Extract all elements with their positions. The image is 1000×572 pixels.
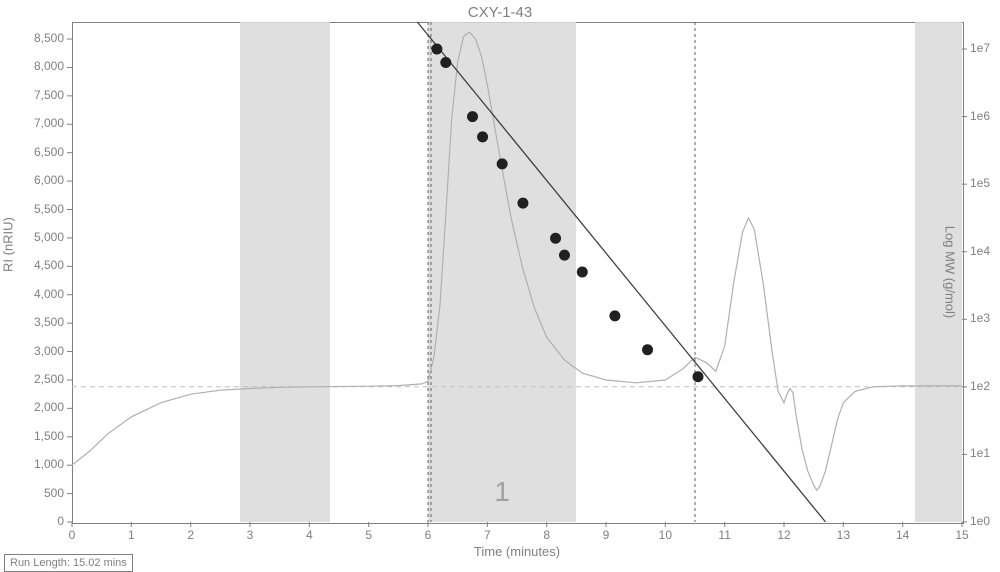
x-tick-label: 2 <box>171 528 211 542</box>
x-tick-label: 4 <box>289 528 329 542</box>
shaded-region-1 <box>428 22 576 522</box>
y-right-tick-label: 1e7 <box>970 41 990 55</box>
y-left-tick-label: 4,000 <box>0 287 64 301</box>
y-left-tick-label: 8,500 <box>0 31 64 45</box>
y-axis-left-label: RI (nRIU) <box>1 217 16 272</box>
y-left-tick-label: 3,500 <box>0 315 64 329</box>
y-left-tick-label: 7,500 <box>0 88 64 102</box>
y-right-tick-label: 1e1 <box>970 446 990 460</box>
y-left-tick-label: 7,000 <box>0 116 64 130</box>
y-right-tick-label: 1e4 <box>970 244 990 258</box>
x-tick-label: 9 <box>586 528 626 542</box>
y-axis-right-label: Log MW (g/mol) <box>942 226 957 318</box>
run-length-status: Run Length: 15.02 mins <box>4 554 133 572</box>
y-right-tick-label: 1e5 <box>970 176 990 190</box>
y-left-tick-label: 6,500 <box>0 145 64 159</box>
x-tick-label: 6 <box>408 528 448 542</box>
y-right-tick-label: 1e6 <box>970 109 990 123</box>
y-right-tick-label: 1e3 <box>970 311 990 325</box>
x-tick-label: 8 <box>527 528 567 542</box>
x-tick-label: 10 <box>645 528 685 542</box>
x-tick-label: 7 <box>467 528 507 542</box>
x-tick-label: 11 <box>705 528 745 542</box>
y-left-tick-label: 8,000 <box>0 59 64 73</box>
y-left-tick-label: 2,500 <box>0 372 64 386</box>
x-tick-label: 14 <box>883 528 923 542</box>
y-left-tick-label: 3,000 <box>0 344 64 358</box>
chart-title: CXY-1-43 <box>0 4 1000 21</box>
y-left-tick-label: 0 <box>0 514 64 528</box>
y-right-tick-label: 1e2 <box>970 379 990 393</box>
y-left-tick-label: 5,500 <box>0 202 64 216</box>
x-tick-label: 0 <box>52 528 92 542</box>
x-axis-label: Time (minutes) <box>72 544 962 559</box>
x-tick-label: 5 <box>349 528 389 542</box>
y-left-tick-label: 1,500 <box>0 429 64 443</box>
x-tick-label: 15 <box>942 528 982 542</box>
y-right-tick-label: 1e0 <box>970 514 990 528</box>
y-left-tick-label: 1,000 <box>0 457 64 471</box>
y-left-tick-label: 500 <box>0 486 64 500</box>
x-tick-label: 13 <box>823 528 863 542</box>
integration-region-label: 1 <box>428 476 576 508</box>
x-tick-label: 1 <box>111 528 151 542</box>
y-left-tick-label: 2,000 <box>0 400 64 414</box>
x-tick-label: 12 <box>764 528 804 542</box>
x-tick-label: 3 <box>230 528 270 542</box>
chart-container: CXY-1-43 1 012345678910111213141505001,0… <box>0 0 1000 571</box>
y-left-tick-label: 6,000 <box>0 173 64 187</box>
shaded-region-0 <box>240 22 330 522</box>
